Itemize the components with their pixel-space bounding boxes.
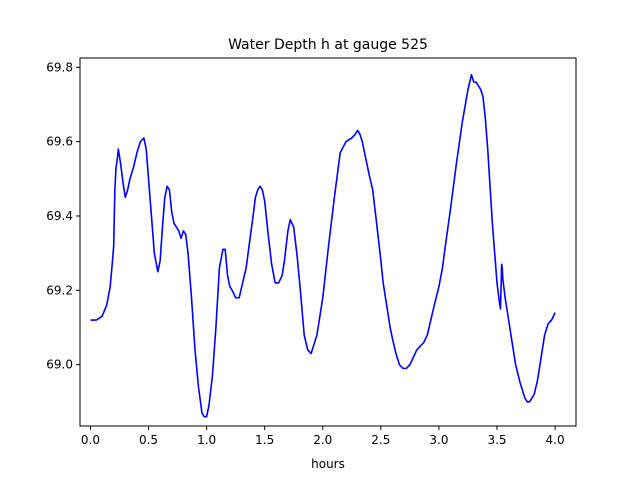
y-axis: 69.0 69.2 69.4 69.6 69.8 [46,60,80,372]
chart-title: Water Depth h at gauge 525 [228,37,428,53]
x-tick-label: 4.0 [546,433,565,447]
y-tick-label: 69.6 [46,135,73,149]
x-tick-label: 3.0 [429,433,448,447]
x-tick-label: 0.0 [81,433,100,447]
y-tick-label: 69.2 [46,283,73,297]
x-tick-label: 2.5 [371,433,390,447]
x-tick-label: 2.0 [313,433,332,447]
x-axis-label: hours [311,457,345,471]
y-tick-label: 69.4 [46,209,73,223]
x-axis: 0.0 0.5 1.0 1.5 2.0 2.5 3.0 3.5 4.0 [81,426,565,447]
y-tick-label: 69.8 [46,60,73,74]
x-tick-label: 1.0 [197,433,216,447]
x-tick-label: 3.5 [487,433,506,447]
x-tick-label: 1.5 [255,433,274,447]
x-tick-label: 0.5 [139,433,158,447]
plot-frame [79,57,577,427]
water-depth-series-line [90,73,556,418]
y-tick-label: 69.0 [46,358,73,372]
